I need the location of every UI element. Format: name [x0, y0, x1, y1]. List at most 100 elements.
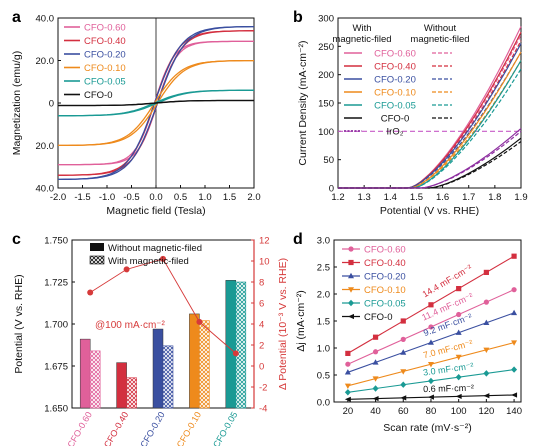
y2-tick-label: 8 [259, 278, 264, 289]
point-CFO-0 [455, 393, 462, 400]
point-CFO-0.10 [344, 383, 351, 389]
legend-swatch-with [89, 255, 105, 265]
point-CFO-0.05 [372, 385, 379, 392]
point-CFO-0.60 [400, 336, 406, 342]
legend-swatch-marker [348, 259, 354, 266]
legend-label: CFO-0.40 [84, 36, 126, 47]
y-axis-label: Magnetization (emu/g) [11, 51, 23, 155]
curve-CFO-0.60-without [338, 34, 522, 189]
y-tick-label: 20.0 [36, 56, 55, 67]
x-tick-label: -0.5 [123, 192, 139, 203]
point-CFO-0.05 [400, 381, 407, 388]
x-tick-label: 1.4 [384, 192, 397, 203]
y2-tick-label: 2 [259, 341, 264, 352]
y-tick-label: 250 [318, 42, 334, 53]
point-CFO-0.40 [428, 302, 434, 308]
x-tick-label: 1.0 [198, 192, 211, 203]
legend-label-with: With magnetic-filed [108, 256, 189, 267]
bar-CFO-0.20-with [162, 345, 174, 409]
point-CFO-0.10 [483, 347, 490, 353]
point-CFO-0.20 [372, 359, 379, 365]
panel-b-polarization-chart: 1.2 1.3 1.4 1.5 1.6 1.7 1.8 1.9 0 50 100 150 200 250 3… [297, 14, 528, 218]
y-tick-label: 0 [329, 184, 334, 195]
x-axis-label: Magnetic field (Tesla) [106, 205, 205, 217]
point-CFO-0.40 [511, 253, 517, 259]
slope-label-CFO-0.10: 7.0 mF·cm⁻² [422, 338, 474, 360]
point-CFO-0.10 [511, 340, 518, 346]
x-tick-label: 1.3 [358, 192, 371, 203]
point-CFO-0.10 [455, 354, 462, 361]
x-tick-label: 1.7 [462, 192, 475, 203]
bar-CFO-0.60-with [89, 350, 101, 409]
x-tick-label: 1.2 [331, 192, 344, 203]
point-CFO-0.40 [400, 318, 406, 324]
point-CFO-0 [427, 394, 434, 400]
point-CFO-0.05 [511, 366, 518, 373]
point-CFO-0.05 [455, 373, 462, 381]
delta-potential-point [87, 289, 94, 296]
x-tick-label: 40 [370, 406, 381, 417]
point-CFO-0.10 [400, 369, 407, 375]
y-tick-label: 100 [318, 127, 334, 138]
y2-axis-label: Δ Potential (10⁻³ V vs. RHE) [277, 258, 289, 390]
y-tick-label: 40.0 [36, 184, 55, 195]
y-axis-label: Δj (mA·cm⁻²) [295, 290, 307, 352]
x-category-label: CFO-0.60 [66, 410, 94, 446]
curve-CFO-0.60-with [338, 26, 522, 189]
x-tick-label: 100 [451, 406, 467, 417]
legend-label: CFO-0.10 [374, 88, 416, 99]
legend-label-without: Without magnetic-filed [108, 243, 202, 254]
x-category-label: CFO-0.40 [102, 410, 130, 446]
y2-tick-label: -2 [259, 383, 267, 394]
panel-label-c: c [12, 231, 21, 248]
point-CFO-0.60 [372, 349, 379, 355]
x-tick-label: 1.5 [410, 192, 423, 203]
point-CFO-0.40 [345, 350, 351, 356]
legend-label: CFO-0.05 [374, 101, 416, 112]
bar-CFO-0.05-with [235, 281, 247, 409]
point-CFO-0.10 [427, 362, 434, 368]
x-tick-label: 20 [343, 406, 354, 417]
point-CFO-0.60 [428, 324, 434, 330]
delta-potential-point [160, 255, 166, 262]
y-tick-label: 1.0 [317, 344, 330, 355]
legend-label: CFO-0 [84, 90, 113, 101]
bar-CFO-0.40-without [116, 362, 127, 409]
y-tick-label: 50 [323, 155, 334, 166]
curve-CFO-0.20-down [58, 25, 254, 181]
y-tick-label: 2.0 [317, 290, 330, 301]
panel-label-a: a [12, 9, 21, 26]
legend-swatch-marker [348, 246, 354, 252]
y-tick-label: 1.650 [44, 404, 68, 415]
y-tick-label: 1.675 [44, 362, 68, 373]
panel-a-magnetization-chart: -2.0 -1.5 -1.0 -0.5 0.0 0.5 1.0 1.5 2.0 40.0 20.0 0… [11, 14, 261, 218]
x-tick-label: 1.8 [488, 192, 501, 203]
annotation-current-density: @100 mA·cm⁻² [95, 320, 166, 331]
y2-tick-label: 10 [259, 257, 270, 268]
legend-label: CFO-0 [381, 114, 410, 125]
panel-label-b: b [293, 9, 303, 26]
y-tick-label: 200 [318, 70, 334, 81]
x-tick-label: 1.5 [223, 192, 236, 203]
y-tick-label: 0.5 [317, 371, 330, 382]
curve-CFO-0.10-with [338, 51, 522, 189]
y-tick-label: 40.0 [36, 14, 55, 25]
y-tick-label: 1.725 [44, 278, 68, 289]
legend-swatch-marker [348, 299, 354, 307]
curve-CFO-0.40-without [338, 40, 522, 189]
panel-d-capacitance-chart: 20 40 60 80 100 120 140 0.0 0.5 1.0 1.5 2.0 2.5 3.0 Sc… [295, 236, 522, 435]
point-CFO-0.05 [427, 377, 434, 385]
point-CFO-0.40 [456, 286, 462, 292]
y-tick-label: 0.0 [317, 398, 330, 409]
point-CFO-0 [483, 393, 490, 399]
legend-label: CFO-0.20 [364, 272, 406, 283]
point-CFO-0.20 [455, 329, 462, 335]
x-tick-label: -2.0 [50, 192, 66, 203]
legend-header-without: Without [424, 23, 457, 34]
legend-header-with: magnetic-filed [332, 34, 391, 45]
legend-label: CFO-0.05 [84, 77, 126, 88]
point-CFO-0 [511, 392, 518, 398]
y-tick-label: 3.0 [317, 236, 330, 247]
point-CFO-0.20 [427, 339, 434, 345]
